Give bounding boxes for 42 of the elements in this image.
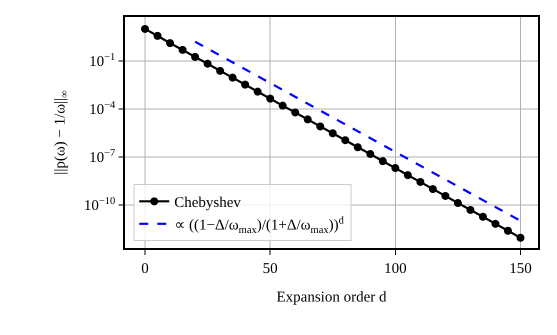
x-tick-label: 50	[262, 260, 278, 277]
point	[441, 192, 450, 200]
point	[204, 60, 212, 68]
point	[178, 46, 187, 54]
point	[216, 66, 224, 75]
legend-label: ∝ ((1−Δ/ω$_{max}$)/(1+Δ/ω$_{max}$))$^{d}$	[174, 215, 345, 236]
point	[141, 24, 150, 33]
point	[354, 143, 362, 152]
y-tick-label: 10$^{−10}$	[84, 196, 116, 214]
point	[366, 150, 374, 158]
point	[404, 171, 412, 180]
point	[341, 136, 350, 144]
point	[241, 80, 250, 89]
point	[391, 164, 400, 172]
point	[154, 32, 162, 40]
point	[466, 206, 474, 214]
point	[291, 108, 300, 116]
y-tick-label: 10$^{−1}$	[89, 52, 116, 70]
point	[428, 185, 437, 194]
point	[254, 88, 262, 96]
point	[416, 178, 424, 186]
x-tick-label: 150	[509, 260, 532, 277]
point	[516, 234, 524, 242]
x-axis-title: Expansion order d	[276, 289, 387, 306]
point	[278, 102, 287, 110]
point	[504, 226, 512, 235]
y-tick-label: 10$^{−7}$	[89, 148, 116, 166]
point	[304, 115, 312, 124]
x-tick-label: 0	[141, 260, 149, 277]
point	[191, 52, 200, 61]
point	[228, 74, 237, 82]
point	[378, 157, 387, 166]
x-tick-label: 100	[384, 260, 407, 277]
point	[316, 122, 324, 130]
y-tick-label: 10$^{−4}$	[89, 100, 116, 118]
point	[166, 39, 174, 48]
point	[266, 94, 274, 103]
point	[478, 212, 487, 221]
point	[491, 220, 500, 228]
point	[454, 199, 462, 208]
point	[328, 129, 337, 138]
legend-label: Chebyshev	[174, 195, 242, 212]
